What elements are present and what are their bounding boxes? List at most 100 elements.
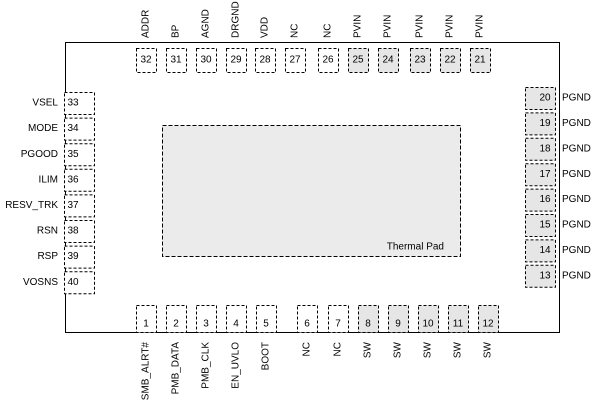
pin-number: 37	[67, 200, 79, 211]
pin-number: 11	[453, 319, 464, 330]
pin-number: 34	[67, 123, 79, 134]
pin-pad	[470, 48, 491, 73]
pin-pad	[525, 188, 556, 212]
pin-label: SW	[423, 341, 434, 358]
pin-pad	[64, 194, 95, 218]
pin-number: 7	[335, 319, 341, 330]
pin-pad	[525, 112, 556, 136]
pin-number: 31	[170, 55, 182, 66]
pin-number: 2	[173, 319, 179, 330]
pin-label: PMB_DATA	[171, 342, 182, 395]
pin-label: NC	[302, 342, 313, 356]
pin-number: 40	[67, 277, 79, 288]
pin-number: 12	[482, 319, 494, 330]
pin-number: 32	[140, 55, 152, 66]
pin-number: 19	[539, 118, 551, 129]
pin-number: 5	[263, 319, 269, 330]
pin-label: PVIN	[475, 15, 486, 38]
pin-label: PGND	[562, 245, 591, 256]
pin-pad	[388, 305, 409, 333]
pin-pad	[328, 305, 349, 333]
pin-pad	[525, 264, 556, 288]
pin-label: SW	[453, 341, 464, 358]
pin-pad	[318, 48, 339, 73]
pin-label: PGND	[562, 169, 591, 180]
pin-number: 20	[539, 93, 551, 104]
pin-label: AGND	[201, 9, 212, 38]
pin-label: VOSNS	[23, 277, 58, 288]
thermal-pad-label: Thermal Pad	[387, 242, 444, 253]
pin-pad	[448, 305, 469, 333]
pin-pad	[64, 220, 95, 243]
pin-label: DRGND	[231, 1, 242, 38]
pin-number: 27	[289, 55, 301, 66]
pin-label: SW	[393, 341, 404, 358]
pin-label: BOOT	[261, 342, 272, 370]
pin-number: 15	[539, 220, 551, 231]
pin-pad	[64, 117, 95, 141]
pin-label: PVIN	[445, 15, 456, 38]
pin-label: SMB_ALRT#	[141, 342, 152, 401]
pin-number: 29	[230, 55, 242, 66]
pin-label: NC	[323, 24, 334, 38]
pin-pad	[64, 92, 95, 115]
pin-number: 39	[67, 251, 79, 262]
pin-pad	[226, 305, 247, 333]
pin-label: VSEL	[32, 98, 58, 109]
pin-pad	[440, 48, 461, 73]
pin-pad	[410, 48, 431, 73]
pin-number: 36	[67, 174, 79, 185]
pin-label: SW	[483, 341, 494, 358]
pin-label: EN_UVLO	[231, 342, 242, 389]
pin-label: PGOOD	[21, 149, 58, 160]
pin-number: 18	[539, 143, 551, 154]
pin-label: NC	[290, 24, 301, 38]
pin-pad	[196, 305, 217, 333]
pin-pad	[285, 48, 306, 73]
pin-label: PVIN	[415, 15, 426, 38]
pin-pad	[256, 305, 277, 333]
pin-number: 9	[395, 319, 401, 330]
pin-pad	[525, 214, 556, 237]
pin-label: RSP	[37, 251, 58, 262]
pin-pad	[358, 305, 379, 333]
pin-number: 30	[200, 55, 212, 66]
pin-pad	[525, 87, 556, 110]
pin-number: 1	[143, 319, 149, 330]
pin-pad	[348, 48, 369, 73]
pin-label: RSN	[37, 226, 58, 237]
pin-pad	[378, 48, 399, 73]
pin-pad	[64, 143, 95, 167]
pin-number: 23	[414, 55, 426, 66]
pin-number: 33	[67, 98, 79, 109]
pin-pad	[525, 163, 556, 187]
pin-pad	[525, 137, 556, 161]
pin-pad	[64, 271, 95, 295]
pin-number: 6	[304, 319, 310, 330]
pin-label: BP	[171, 24, 182, 38]
pin-number: 10	[422, 319, 434, 330]
pin-label: SW	[363, 341, 374, 358]
pin-label: PGND	[562, 143, 591, 154]
pin-pad	[297, 305, 318, 333]
pin-label: PVIN	[353, 15, 364, 38]
pin-number: 17	[539, 169, 551, 180]
pin-label: PGND	[562, 220, 591, 231]
pin-number: 13	[539, 270, 551, 281]
pin-label: PGND	[562, 93, 591, 104]
pin-label: NC	[333, 342, 344, 356]
pin-label: ADDR	[141, 10, 152, 38]
pin-number: 26	[322, 55, 334, 66]
pin-number: 38	[67, 226, 79, 237]
pin-label: RESV_TRK	[5, 200, 58, 211]
pin-pad	[226, 48, 247, 73]
pin-pad	[136, 48, 157, 73]
pin-label: MODE	[28, 123, 58, 134]
pin-number: 21	[474, 55, 486, 66]
thermal-pad	[162, 125, 461, 257]
pin-pad	[64, 168, 95, 192]
pin-number: 35	[67, 149, 79, 160]
pin-number: 16	[539, 194, 551, 205]
